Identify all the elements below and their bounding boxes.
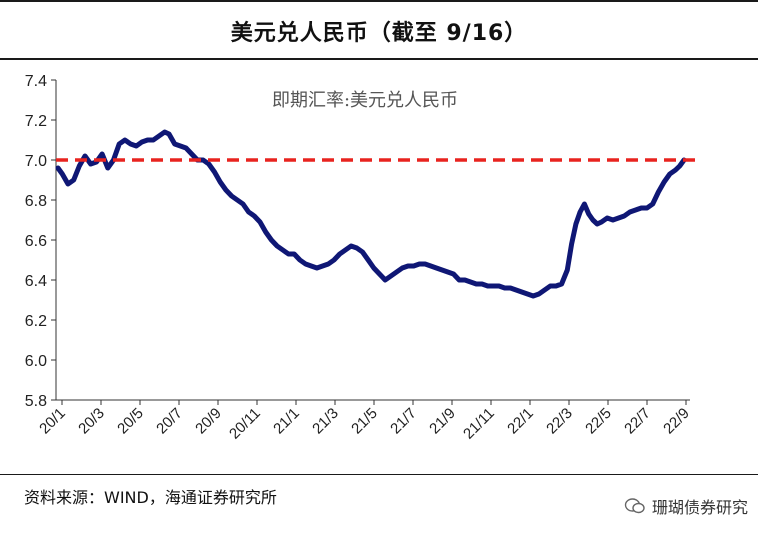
series-line: [55, 129, 687, 299]
y-tick-label: 5.8: [25, 393, 47, 410]
y-tick-label: 7.4: [25, 73, 47, 90]
plot-area: 5.86.06.26.46.66.87.07.27.420/1 20/3 20/5 2…: [25, 73, 698, 443]
x-tick-label: 20/5: [114, 405, 147, 438]
x-tick-label: 22/3: [543, 405, 576, 438]
x-tick-label: 21/5: [348, 405, 381, 438]
x-tick-label: 20/11: [226, 405, 264, 443]
x-tick-label: 21/3: [309, 405, 342, 438]
y-tick-label: 6.2: [25, 313, 47, 330]
x-tick-label: 20/7: [153, 405, 186, 438]
watermark-text: 珊瑚债券研究: [651, 498, 748, 517]
line-chart: 5.86.06.26.46.66.87.07.27.420/1 20/3 20/5 2…: [25, 73, 698, 443]
watermark: 珊瑚债券研究: [624, 494, 748, 518]
x-tick-label: 21/7: [387, 405, 420, 438]
y-tick-label: 6.0: [25, 353, 47, 370]
chart-title: 美元兑人民币（截至 9/16）: [230, 21, 528, 46]
x-tick-label: 21/1: [270, 405, 303, 438]
series-annotation: 即期汇率:美元兑人民币: [272, 90, 458, 111]
title-bar: 美元兑人民币（截至 9/16）: [0, 0, 758, 60]
x-tick-label: 22/1: [504, 405, 537, 438]
y-tick-label: 6.8: [25, 193, 47, 210]
y-tick-label: 6.6: [25, 233, 47, 250]
y-tick-label: 6.4: [25, 273, 47, 290]
y-tick-label: 7.0: [25, 153, 47, 170]
x-tick-label: 20/3: [75, 405, 108, 438]
x-tick-label: 20/9: [192, 405, 225, 438]
x-tick-label: 21/11: [460, 405, 498, 443]
wechat-icon: [624, 498, 645, 514]
source-note: 资料来源：WIND，海通证券研究所: [24, 488, 277, 507]
x-tick-label: 22/5: [582, 405, 615, 438]
x-tick-label: 22/7: [621, 405, 654, 438]
footer-divider: [0, 474, 758, 475]
x-tick-label: 22/9: [660, 405, 693, 438]
x-tick-label: 21/9: [426, 405, 459, 438]
y-tick-label: 7.2: [25, 113, 47, 130]
